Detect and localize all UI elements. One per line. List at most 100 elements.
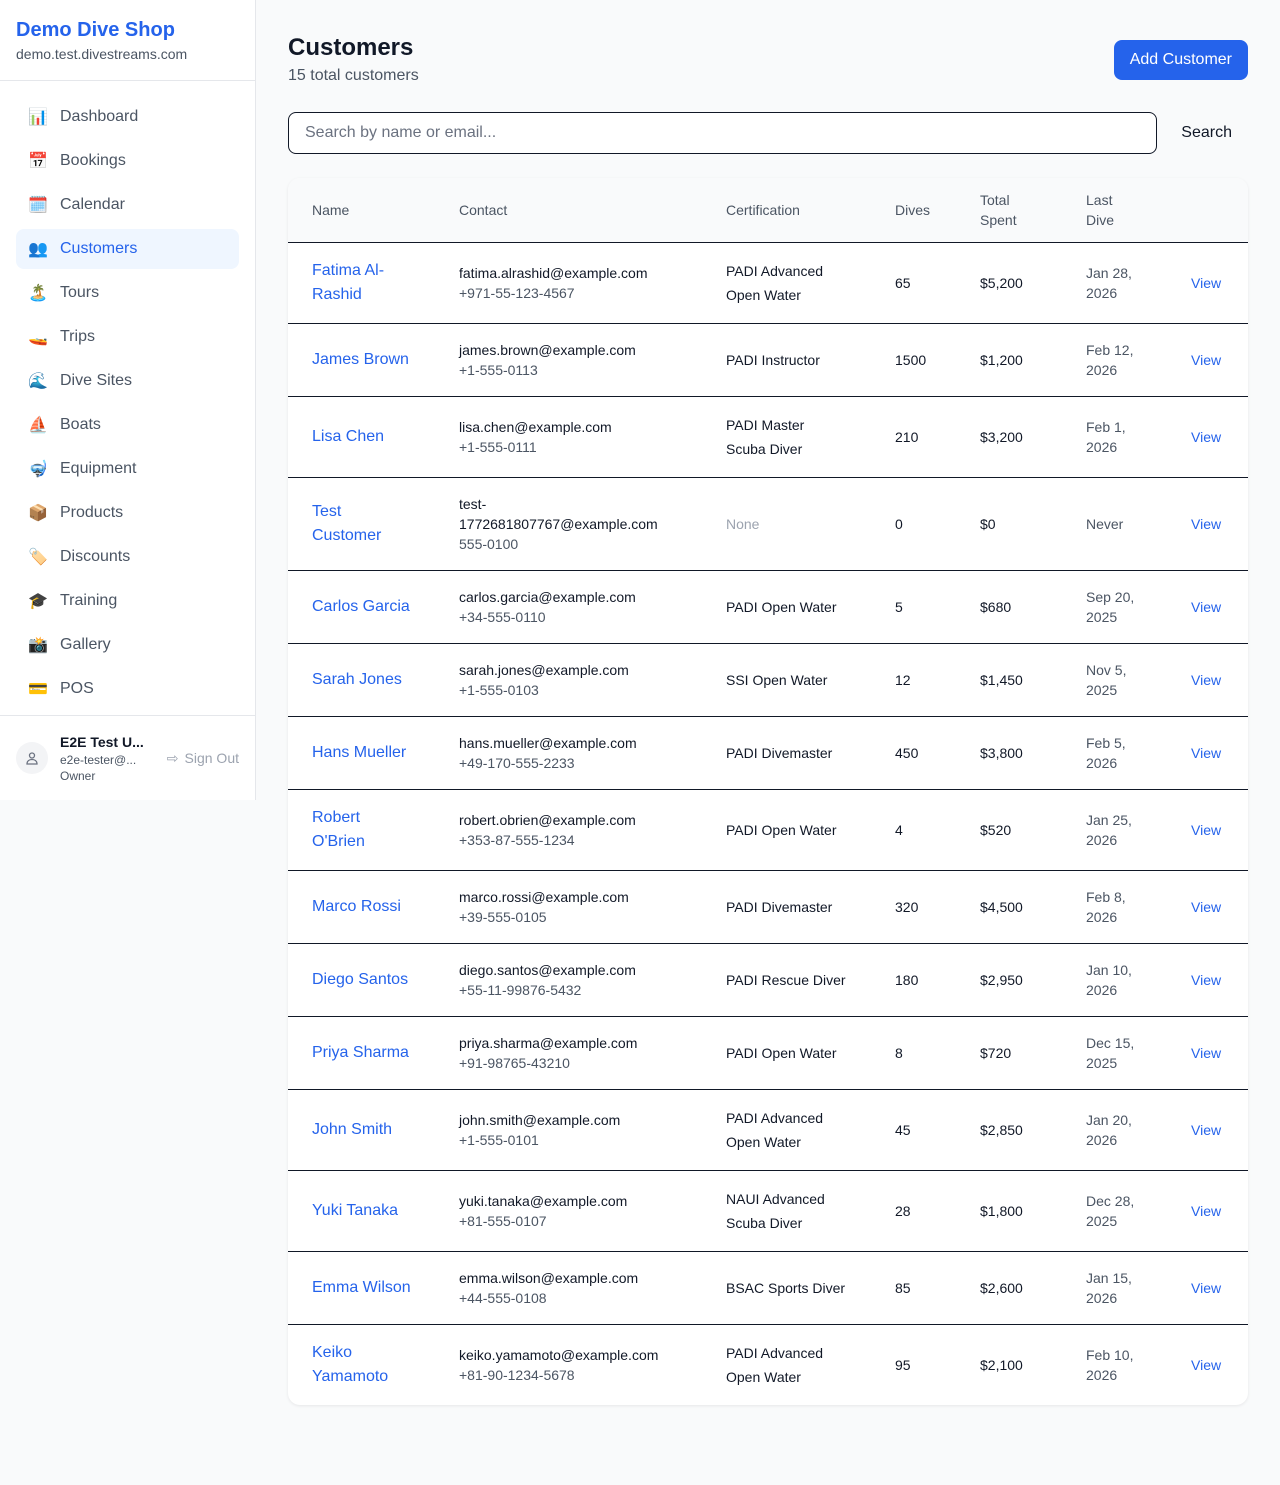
sidebar-item-products[interactable]: 📦 Products: [16, 493, 239, 533]
tours-icon: 🏝️: [28, 285, 48, 302]
customer-name-link[interactable]: Diego Santos: [312, 970, 409, 988]
customer-certification: PADI Open Water: [726, 821, 837, 838]
customer-name-link[interactable]: Priya Sharma: [312, 1043, 409, 1061]
customer-last-dive: Feb 1, 2026: [1086, 418, 1126, 455]
sidebar-item-trips[interactable]: 🚤 Trips: [16, 317, 239, 357]
view-customer-link[interactable]: View: [1191, 821, 1222, 838]
customer-email: test-1772681807767@example.com: [459, 495, 658, 532]
sidebar-item-tours[interactable]: 🏝️ Tours: [16, 273, 239, 313]
customer-email: marco.rossi@example.com: [459, 888, 629, 905]
sidebar-item-bookings[interactable]: 📅 Bookings: [16, 141, 239, 181]
sidebar-item-label: POS: [60, 680, 94, 697]
view-customer-link[interactable]: View: [1191, 351, 1222, 368]
view-customer-link[interactable]: View: [1191, 971, 1222, 988]
customer-email: james.brown@example.com: [459, 341, 636, 358]
table-row: Diego Santos diego.santos@example.com +55…: [288, 943, 1248, 1017]
sidebar-item-boats[interactable]: ⛵ Boats: [16, 405, 239, 445]
view-customer-link[interactable]: View: [1191, 744, 1222, 761]
shop-name[interactable]: Demo Dive Shop: [16, 19, 175, 41]
sign-out-button[interactable]: ⇨ Sign Out: [167, 750, 239, 767]
sidebar-item-dashboard[interactable]: 📊 Dashboard: [16, 97, 239, 137]
view-customer-link[interactable]: View: [1191, 515, 1222, 532]
sidebar-item-gallery[interactable]: 📸 Gallery: [16, 625, 239, 665]
customer-dives: 45: [895, 1089, 980, 1171]
view-customer-link[interactable]: View: [1191, 274, 1222, 291]
customer-phone: +34-555-0110: [459, 608, 546, 625]
customer-name-link[interactable]: Keiko Yamamoto: [312, 1343, 389, 1385]
customer-name-link[interactable]: Fatima Al-Rashid: [312, 261, 385, 303]
view-customer-link[interactable]: View: [1191, 1202, 1222, 1219]
customer-name-link[interactable]: John Smith: [312, 1120, 393, 1138]
customer-phone: +1-555-0101: [459, 1131, 539, 1148]
customer-certification: PADI Open Water: [726, 598, 837, 615]
customer-name-link[interactable]: Robert O'Brien: [312, 808, 365, 850]
discounts-icon: 🏷️: [28, 549, 48, 566]
customer-name-link[interactable]: Lisa Chen: [312, 427, 385, 445]
sidebar-item-training[interactable]: 🎓 Training: [16, 581, 239, 621]
search-input[interactable]: [288, 112, 1158, 154]
sidebar-item-equipment[interactable]: 🤿 Equipment: [16, 449, 239, 489]
sidebar-item-dive-sites[interactable]: 🌊 Dive Sites: [16, 361, 239, 401]
customer-last-dive: Feb 8, 2026: [1086, 888, 1126, 925]
customer-name-link[interactable]: James Brown: [312, 350, 409, 368]
customer-email: lisa.chen@example.com: [459, 418, 612, 435]
sidebar-item-calendar[interactable]: 🗓️ Calendar: [16, 185, 239, 225]
customer-phone: +91-98765-43210: [459, 1054, 570, 1071]
view-customer-link[interactable]: View: [1191, 428, 1222, 445]
customer-phone: +44-555-0108: [459, 1289, 547, 1306]
customer-name-link[interactable]: Carlos Garcia: [312, 597, 410, 615]
customer-total-spent: $1,800: [980, 1170, 1086, 1252]
add-customer-button[interactable]: Add Customer: [1113, 40, 1248, 80]
sidebar-item-label: Trips: [60, 328, 95, 345]
customer-email: john.smith@example.com: [459, 1111, 621, 1128]
table-row: Sarah Jones sarah.jones@example.com +1-55…: [288, 643, 1248, 717]
table-row: Marco Rossi marco.rossi@example.com +39-5…: [288, 870, 1248, 944]
view-customer-link[interactable]: View: [1191, 1279, 1222, 1296]
view-customer-link[interactable]: View: [1191, 671, 1222, 688]
user-email: e2e-tester@...: [60, 753, 137, 767]
col-header-last-dive: Last Dive: [1086, 178, 1191, 243]
view-customer-link[interactable]: View: [1191, 898, 1222, 915]
customer-dives: 210: [895, 396, 980, 478]
sign-out-icon: ⇨: [166, 749, 179, 766]
customer-email: keiko.yamamoto@example.com: [459, 1346, 659, 1363]
customer-name-link[interactable]: Emma Wilson: [312, 1278, 411, 1296]
customer-last-dive: Feb 5, 2026: [1086, 734, 1126, 771]
customer-name-link[interactable]: Hans Mueller: [312, 743, 407, 761]
customer-certification: SSI Open Water: [726, 671, 828, 688]
customer-total-spent: $520: [980, 789, 1086, 871]
customer-count: 15 total customers: [288, 67, 419, 84]
search-bar: Search: [288, 112, 1248, 154]
customer-phone: +81-90-1234-5678: [459, 1366, 575, 1383]
customer-name-link[interactable]: Sarah Jones: [312, 670, 402, 688]
table-row: Keiko Yamamoto keiko.yamamoto@example.co…: [288, 1324, 1248, 1405]
table-row: Carlos Garcia carlos.garcia@example.com +…: [288, 570, 1248, 644]
sidebar-item-pos[interactable]: 💳 POS: [16, 669, 239, 709]
customer-phone: +49-170-555-2233: [459, 754, 575, 771]
customer-dives: 320: [895, 870, 980, 944]
search-button[interactable]: Search: [1165, 112, 1248, 154]
col-header-contact: Contact: [459, 178, 726, 243]
view-customer-link[interactable]: View: [1191, 1044, 1222, 1061]
table-row: Priya Sharma priya.sharma@example.com +91…: [288, 1016, 1248, 1090]
sidebar-item-label: Gallery: [60, 636, 111, 653]
customer-name-link[interactable]: Marco Rossi: [312, 897, 401, 915]
view-customer-link[interactable]: View: [1191, 598, 1222, 615]
customer-email: diego.santos@example.com: [459, 961, 636, 978]
sidebar-item-label: Tours: [60, 284, 100, 301]
training-icon: 🎓: [28, 593, 48, 610]
customer-certification: PADI Advanced Open Water: [726, 1344, 824, 1385]
sidebar-item-label: Dive Sites: [60, 372, 133, 389]
view-customer-link[interactable]: View: [1191, 1121, 1222, 1138]
customer-name-link[interactable]: Test Customer: [312, 502, 382, 544]
view-customer-link[interactable]: View: [1191, 1356, 1222, 1373]
user-role: Owner: [60, 769, 96, 783]
customer-name-link[interactable]: Yuki Tanaka: [312, 1201, 398, 1219]
sidebar-item-label: Products: [60, 504, 124, 521]
customer-email: yuki.tanaka@example.com: [459, 1192, 628, 1209]
customer-phone: 555-0100: [459, 535, 519, 552]
sidebar-item-customers[interactable]: 👥 Customers: [16, 229, 239, 269]
customer-certification: PADI Instructor: [726, 351, 820, 368]
sidebar-item-discounts[interactable]: 🏷️ Discounts: [16, 537, 239, 577]
customer-certification: PADI Divemaster: [726, 898, 833, 915]
